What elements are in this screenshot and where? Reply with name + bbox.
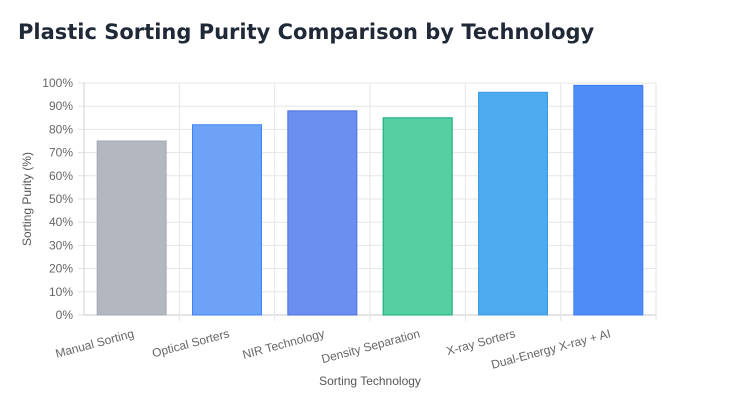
- bar-dual-energy-x-ray-ai: [573, 84, 644, 316]
- y-tick-label: 60%: [49, 169, 73, 183]
- y-axis-ticks: 0% 10% 20% 30% 40% 50% 60% 70% 80% 90% 100%: [42, 76, 73, 322]
- bars: [96, 84, 644, 316]
- y-tick-label: 80%: [49, 122, 73, 136]
- x-axis-label: Sorting Technology: [319, 374, 421, 388]
- y-tick-label: 30%: [49, 238, 73, 252]
- bar-density-separation: [382, 117, 453, 316]
- grid-lines: [78, 82, 657, 321]
- y-tick-label: 40%: [49, 215, 73, 229]
- x-tick-label: Optical Sorters: [150, 326, 230, 360]
- bar-optical-sorters: [192, 124, 262, 316]
- y-tick-label: 100%: [42, 76, 73, 90]
- x-tick-label: Density Separation: [320, 326, 422, 366]
- y-tick-label: 50%: [49, 192, 73, 206]
- y-tick-label: 90%: [49, 99, 73, 113]
- y-tick-label: 20%: [49, 262, 73, 276]
- x-axis-ticks: Manual Sorting Optical Sorters NIR Technol…: [54, 326, 612, 371]
- y-tick-label: 10%: [49, 285, 73, 299]
- page-title: Plastic Sorting Purity Comparison by Tec…: [18, 20, 595, 44]
- x-tick-label: NIR Technology: [241, 326, 326, 361]
- y-tick-label: 0%: [56, 308, 74, 322]
- x-tick-label: Manual Sorting: [54, 326, 136, 360]
- y-tick-label: 70%: [49, 146, 73, 160]
- bar-x-ray-sorters: [478, 91, 548, 316]
- bar-nir-technology: [287, 110, 358, 316]
- bar-manual-sorting: [96, 140, 167, 316]
- y-axis-label: Sorting Purity (%): [20, 152, 34, 246]
